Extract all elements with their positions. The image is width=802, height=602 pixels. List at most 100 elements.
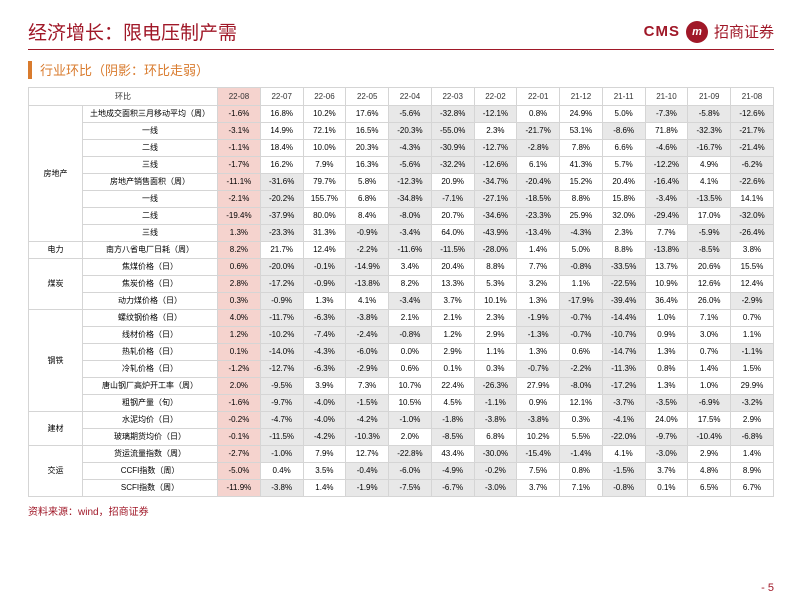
value-cell: -4.2% — [303, 429, 346, 446]
value-cell: -34.6% — [474, 208, 517, 225]
value-cell: 13.7% — [645, 259, 688, 276]
value-cell: 20.3% — [346, 140, 389, 157]
value-cell: -31.6% — [260, 174, 303, 191]
value-cell: -8.6% — [602, 123, 645, 140]
value-cell: -5.9% — [688, 225, 731, 242]
value-cell: -12.6% — [474, 157, 517, 174]
value-cell: 4.1% — [688, 174, 731, 191]
value-cell: -6.3% — [303, 310, 346, 327]
indicator-cell: 玻璃期货均价（日） — [83, 429, 218, 446]
value-cell: 8.8% — [474, 259, 517, 276]
value-cell: 12.4% — [731, 276, 774, 293]
value-cell: 10.2% — [303, 106, 346, 123]
value-cell: 5.7% — [602, 157, 645, 174]
table-row: 粗钢产量（旬）-1.6%-9.7%-4.0%-1.5%10.5%4.5%-1.1… — [29, 395, 774, 412]
value-cell: 0.8% — [560, 463, 603, 480]
value-cell: -12.3% — [389, 174, 432, 191]
value-cell: 0.1% — [645, 480, 688, 497]
value-cell: -3.8% — [260, 480, 303, 497]
period-header: 22-04 — [389, 88, 432, 106]
value-cell: 64.0% — [431, 225, 474, 242]
value-cell: -1.5% — [602, 463, 645, 480]
table-row: 房地产土地成交面积三月移动平均（周）-1.6%16.8%10.2%17.6%-5… — [29, 106, 774, 123]
value-cell: 31.3% — [303, 225, 346, 242]
value-cell: 0.6% — [389, 361, 432, 378]
value-cell: -22.0% — [602, 429, 645, 446]
indicator-cell: 二线 — [83, 140, 218, 157]
value-cell: 15.5% — [731, 259, 774, 276]
value-cell: -4.1% — [602, 412, 645, 429]
value-cell: 4.8% — [688, 463, 731, 480]
value-cell: -22.5% — [602, 276, 645, 293]
value-cell: 4.1% — [602, 446, 645, 463]
value-cell: 1.2% — [218, 327, 261, 344]
value-cell: -34.7% — [474, 174, 517, 191]
value-cell: 0.1% — [218, 344, 261, 361]
value-cell: -11.9% — [218, 480, 261, 497]
value-cell: -20.3% — [389, 123, 432, 140]
indicator-cell: CCFI指数（周） — [83, 463, 218, 480]
value-cell: 29.9% — [731, 378, 774, 395]
value-cell: 2.1% — [431, 310, 474, 327]
header: 经济增长：限电压制产需 CMS m 招商证券 — [28, 18, 774, 45]
value-cell: -10.3% — [346, 429, 389, 446]
value-cell: -20.0% — [260, 259, 303, 276]
value-cell: -0.1% — [303, 259, 346, 276]
value-cell: 20.7% — [431, 208, 474, 225]
value-cell: -9.7% — [645, 429, 688, 446]
indicator-cell: 三线 — [83, 225, 218, 242]
value-cell: 7.9% — [303, 157, 346, 174]
value-cell: 21.7% — [260, 242, 303, 259]
value-cell: 7.7% — [517, 259, 560, 276]
indicator-cell: 焦煤价格（日） — [83, 259, 218, 276]
indicator-cell: 房地产销售面积（周） — [83, 174, 218, 191]
table-row: 一线-3.1%14.9%72.1%16.5%-20.3%-55.0%2.3%-2… — [29, 123, 774, 140]
value-cell: 3.7% — [517, 480, 560, 497]
value-cell: -0.7% — [560, 310, 603, 327]
value-cell: 8.4% — [346, 208, 389, 225]
value-cell: -0.7% — [560, 327, 603, 344]
value-cell: 3.8% — [731, 242, 774, 259]
value-cell: -6.8% — [731, 429, 774, 446]
table-row: 焦炭价格（日）2.8%-17.2%-0.9%-13.8%8.2%13.3%5.3… — [29, 276, 774, 293]
value-cell: -13.4% — [517, 225, 560, 242]
value-cell: -13.8% — [645, 242, 688, 259]
value-cell: -16.7% — [688, 140, 731, 157]
value-cell: 0.6% — [560, 344, 603, 361]
indicator-cell: 二线 — [83, 208, 218, 225]
value-cell: 41.3% — [560, 157, 603, 174]
accent-bar — [28, 61, 32, 79]
value-cell: 10.0% — [303, 140, 346, 157]
value-cell: -23.3% — [517, 208, 560, 225]
category-cell: 钢铁 — [29, 310, 83, 412]
value-cell: 1.3% — [218, 225, 261, 242]
value-cell: -1.0% — [389, 412, 432, 429]
period-header: 21-12 — [560, 88, 603, 106]
value-cell: 6.6% — [602, 140, 645, 157]
period-header: 22-01 — [517, 88, 560, 106]
table-row: 热轧价格（日）0.1%-14.0%-4.3%-6.0%0.0%2.9%1.1%1… — [29, 344, 774, 361]
value-cell: -1.1% — [731, 344, 774, 361]
value-cell: 12.7% — [346, 446, 389, 463]
value-cell: -0.4% — [346, 463, 389, 480]
value-cell: -4.7% — [260, 412, 303, 429]
value-cell: 0.7% — [731, 310, 774, 327]
value-cell: 12.6% — [688, 276, 731, 293]
value-cell: -3.4% — [389, 225, 432, 242]
value-cell: 0.9% — [517, 395, 560, 412]
value-cell: 22.4% — [431, 378, 474, 395]
indicator-cell: 三线 — [83, 157, 218, 174]
value-cell: -17.9% — [560, 293, 603, 310]
indicator-cell: 螺纹钢价格（日） — [83, 310, 218, 327]
value-cell: 32.0% — [602, 208, 645, 225]
value-cell: -1.3% — [517, 327, 560, 344]
value-cell: -18.5% — [517, 191, 560, 208]
value-cell: -3.0% — [645, 446, 688, 463]
value-cell: 1.3% — [517, 344, 560, 361]
period-header: 21-09 — [688, 88, 731, 106]
value-cell: 14.1% — [731, 191, 774, 208]
category-cell: 房地产 — [29, 106, 83, 242]
value-cell: -2.7% — [218, 446, 261, 463]
value-cell: -10.2% — [260, 327, 303, 344]
value-cell: -16.4% — [645, 174, 688, 191]
